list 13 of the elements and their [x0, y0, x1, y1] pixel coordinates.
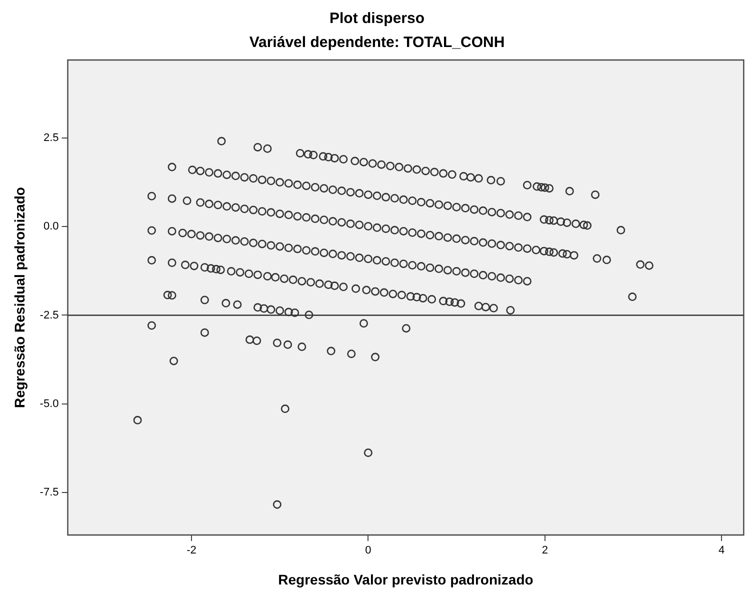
y-tick-label: 0.0 [43, 220, 59, 233]
x-tick-label: 2 [542, 544, 548, 557]
x-tick-label: -2 [186, 544, 196, 557]
y-tick-label: -2.5 [40, 309, 59, 322]
x-tick-label: 0 [365, 544, 372, 557]
x-axis-title: Regressão Valor previsto padronizado [278, 571, 534, 588]
y-tick-label: -7.5 [40, 486, 59, 498]
x-tick-label: 4 [718, 544, 725, 557]
chart-subtitle: Variável dependente: TOTAL_CONH [249, 34, 505, 52]
y-axis-title: Regressão Residual padronizado [11, 187, 28, 408]
y-tick-label: 2.5 [43, 132, 59, 144]
chart-title: Plot disperso [329, 10, 425, 28]
y-tick-label: -5.0 [40, 398, 59, 410]
